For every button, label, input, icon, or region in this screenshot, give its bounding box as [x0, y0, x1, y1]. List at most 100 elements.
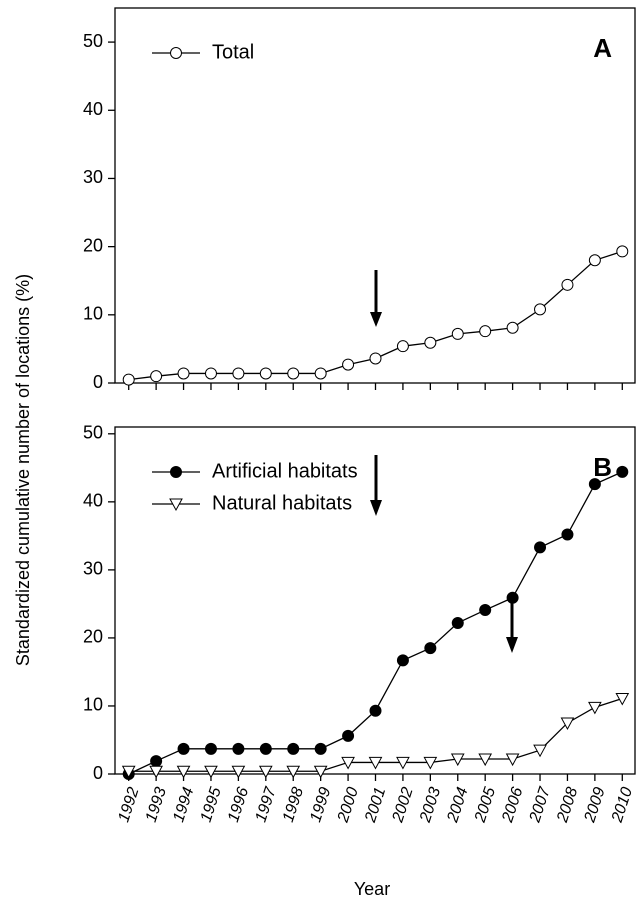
x-tick-label: 1998 [280, 785, 307, 824]
x-tick-label: 2004 [444, 785, 472, 825]
marker [231, 765, 246, 779]
marker [121, 765, 136, 779]
x-tick-label: 2001 [362, 785, 389, 825]
marker [450, 753, 465, 767]
marker [505, 753, 520, 767]
marker [259, 367, 272, 380]
marker [369, 352, 382, 365]
y-tick-label: 50 [83, 31, 103, 51]
marker [287, 742, 300, 755]
marker [150, 755, 163, 768]
marker [176, 765, 191, 779]
marker [588, 478, 601, 491]
marker [314, 367, 327, 380]
marker [287, 367, 300, 380]
marker [561, 278, 574, 291]
legend-label: Total [212, 41, 254, 63]
marker [342, 358, 355, 371]
marker [368, 756, 383, 770]
marker [588, 254, 601, 267]
y-tick-label: 40 [83, 99, 103, 119]
marker [396, 340, 409, 353]
panel-label: A [593, 33, 612, 63]
legend-label: Natural habitats [212, 492, 352, 514]
plot-frame [114, 7, 636, 384]
marker [204, 367, 217, 380]
series-line [128, 471, 623, 775]
panel-label: B [593, 452, 612, 482]
marker [258, 765, 273, 779]
x-tick-label: 1999 [307, 785, 334, 824]
marker [534, 541, 547, 554]
marker [533, 744, 547, 758]
x-tick-label: 2010 [609, 785, 637, 825]
marker [506, 591, 519, 604]
marker [478, 753, 493, 767]
marker [313, 765, 328, 779]
marker [534, 303, 547, 316]
x-tick-label: 1997 [252, 784, 280, 824]
marker [177, 742, 190, 755]
marker [177, 367, 190, 380]
x-tick-label: 1992 [115, 785, 142, 824]
y-tick-label: 0 [93, 372, 103, 392]
marker [232, 742, 245, 755]
marker [479, 604, 492, 617]
x-axis-label: Year [354, 879, 390, 899]
y-tick-label: 0 [93, 763, 103, 783]
y-tick-label: 30 [83, 559, 103, 579]
x-tick-label: 2002 [389, 785, 417, 825]
marker [616, 245, 629, 258]
marker [204, 742, 217, 755]
marker [560, 717, 575, 731]
marker [149, 765, 163, 779]
x-tick-label: 1993 [143, 785, 170, 824]
legend-marker [170, 47, 182, 59]
marker [423, 756, 438, 770]
y-tick-label: 40 [83, 491, 103, 511]
y-tick-label: 20 [83, 627, 103, 647]
marker [616, 465, 629, 478]
marker [424, 336, 437, 349]
marker [259, 742, 272, 755]
y-tick-label: 20 [83, 235, 103, 255]
marker [341, 756, 355, 770]
legend-marker [170, 466, 182, 478]
marker [369, 704, 382, 717]
marker [479, 325, 492, 338]
arrow [370, 270, 518, 653]
marker [286, 765, 301, 779]
y-tick-label: 50 [83, 423, 103, 443]
marker [342, 729, 355, 742]
x-tick-label: 2003 [417, 785, 445, 825]
marker [451, 327, 464, 340]
y-axis-label: Standardized cumulative number of locati… [13, 274, 33, 666]
x-tick-label: 1996 [225, 785, 252, 824]
marker [122, 373, 135, 386]
x-tick-label: 2006 [499, 785, 527, 825]
x-tick-label: 2007 [526, 784, 554, 825]
marker [561, 528, 574, 541]
x-tick-label: 2000 [334, 785, 362, 825]
y-tick-label: 10 [83, 695, 103, 715]
legend-label: Artificial habitats [212, 460, 358, 482]
x-tick-label: 2009 [581, 785, 609, 825]
marker [396, 756, 410, 770]
marker [396, 654, 409, 667]
legend-marker [169, 498, 183, 512]
x-tick-label: 2008 [554, 785, 582, 825]
marker [232, 367, 245, 380]
y-tick-label: 10 [83, 304, 103, 324]
marker [588, 701, 602, 715]
marker [615, 692, 630, 706]
x-tick-label: 1994 [170, 785, 197, 824]
x-tick-label: 1995 [198, 785, 225, 824]
marker [424, 642, 437, 655]
marker [506, 321, 519, 334]
marker [204, 765, 218, 779]
marker [314, 742, 327, 755]
marker [150, 370, 163, 383]
x-tick-label: 2005 [472, 785, 500, 825]
